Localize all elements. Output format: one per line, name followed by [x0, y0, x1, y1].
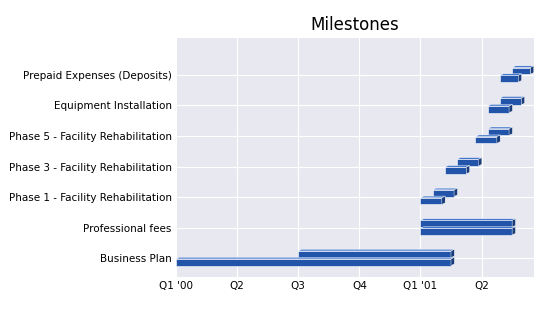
Polygon shape: [488, 127, 513, 129]
Bar: [457, 159, 478, 166]
Polygon shape: [420, 219, 515, 220]
Polygon shape: [176, 257, 454, 259]
Polygon shape: [442, 196, 445, 204]
Polygon shape: [488, 104, 513, 106]
Bar: [420, 228, 512, 235]
Bar: [420, 220, 512, 227]
Bar: [475, 137, 497, 143]
Polygon shape: [451, 257, 454, 266]
Polygon shape: [466, 165, 470, 174]
Polygon shape: [521, 96, 525, 105]
Polygon shape: [445, 165, 470, 167]
Bar: [488, 129, 509, 135]
Polygon shape: [454, 188, 458, 197]
Polygon shape: [420, 227, 515, 228]
Polygon shape: [298, 249, 454, 251]
Bar: [433, 190, 454, 197]
Bar: [488, 106, 509, 113]
Polygon shape: [433, 188, 458, 190]
Polygon shape: [512, 66, 534, 67]
Polygon shape: [451, 249, 454, 258]
Polygon shape: [478, 157, 482, 166]
Polygon shape: [497, 135, 500, 143]
Polygon shape: [500, 96, 525, 98]
Bar: [298, 251, 451, 258]
Bar: [500, 98, 521, 105]
Polygon shape: [457, 157, 482, 159]
Bar: [176, 259, 451, 266]
Bar: [445, 167, 466, 174]
Polygon shape: [509, 104, 513, 113]
Bar: [420, 198, 442, 204]
Bar: [500, 75, 518, 82]
Polygon shape: [530, 66, 534, 74]
Polygon shape: [500, 74, 521, 75]
Polygon shape: [512, 219, 515, 227]
Polygon shape: [512, 227, 515, 235]
Polygon shape: [475, 135, 500, 137]
Polygon shape: [420, 196, 445, 198]
Title: Milestones: Milestones: [310, 16, 399, 34]
Polygon shape: [518, 74, 521, 82]
Polygon shape: [509, 127, 513, 135]
Bar: [512, 67, 530, 74]
